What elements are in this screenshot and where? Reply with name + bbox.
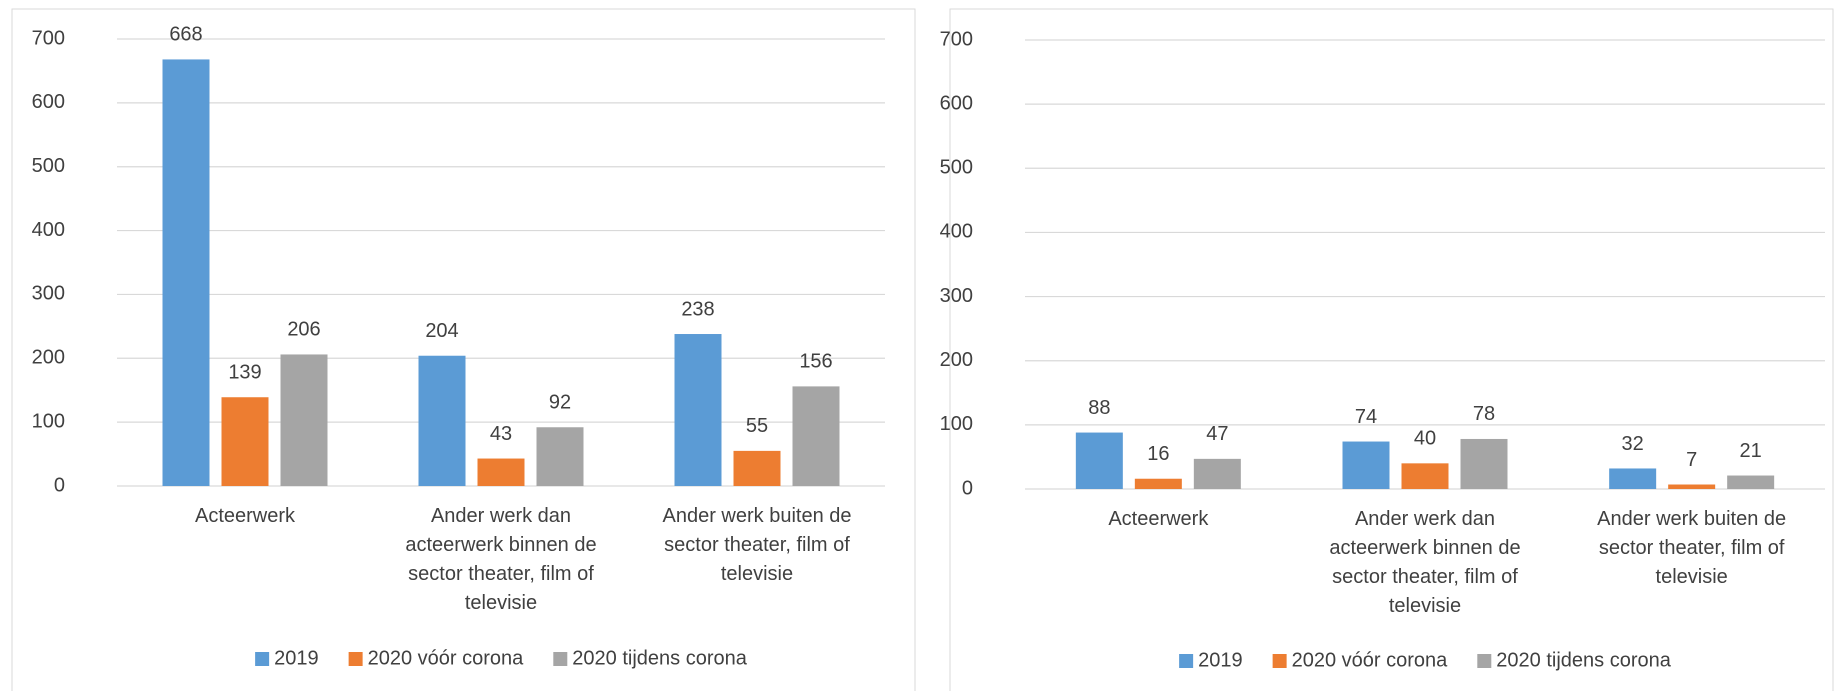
x-tick-label: Ander werk buiten de sector theater, fil…: [1597, 508, 1787, 588]
x-tick-label-box: Ander werk buiten de sector theater, fil…: [662, 505, 852, 585]
bar: [221, 397, 269, 486]
bar: [1075, 432, 1123, 489]
y-tick-label: 700: [940, 28, 973, 50]
x-tick-label-box: Acteerwerk: [1108, 508, 1209, 530]
legend-swatch: [1179, 654, 1194, 668]
x-tick-label-box: Ander werk dan acteerwerk binnen de sect…: [405, 505, 597, 614]
x-tick-label: Acteerwerk: [1108, 508, 1209, 530]
x-tick-label: Acteerwerk: [194, 505, 296, 527]
data-label: 40: [1414, 428, 1436, 450]
x-tick-label: Ander werk dan acteerwerk binnen de sect…: [1329, 508, 1521, 617]
bar: [1609, 468, 1657, 489]
data-label: 206: [287, 319, 320, 341]
bar: [536, 427, 584, 486]
bar: [1342, 441, 1390, 489]
bar: [792, 386, 840, 486]
y-tick-label: 500: [32, 155, 65, 177]
chart-frame: [949, 8, 1834, 691]
bar: [1401, 463, 1449, 489]
y-tick-label: 300: [940, 285, 973, 307]
data-label: 668: [169, 24, 202, 46]
legend: 2019 2020 vóór corona 2020 tijdens corona: [1179, 649, 1672, 671]
y-tick-label: 300: [32, 283, 65, 305]
legend-swatch: [1477, 654, 1492, 668]
x-tick-label: Ander werk buiten de sector theater, fil…: [662, 505, 852, 585]
y-tick-label: 400: [940, 221, 973, 243]
y-tick-label: 200: [32, 347, 65, 369]
y-tick-label: 600: [32, 91, 65, 113]
x-tick-label-box: Acteerwerk: [194, 505, 296, 527]
bar: [418, 355, 466, 486]
data-label: 92: [549, 392, 571, 414]
data-label: 78: [1473, 403, 1495, 425]
bar: [162, 59, 210, 486]
bar: [1193, 458, 1241, 489]
y-tick-label: 0: [54, 474, 65, 496]
y-tick-label: 100: [32, 410, 65, 432]
bar: [1668, 484, 1716, 489]
data-label: 139: [228, 362, 261, 384]
x-tick-label-box: Ander werk buiten de sector theater, fil…: [1597, 508, 1787, 588]
bar: [733, 450, 781, 486]
data-label: 88: [1088, 397, 1110, 419]
data-label: 55: [746, 415, 768, 437]
data-label: 47: [1206, 423, 1228, 445]
y-tick-label: 0: [962, 477, 973, 499]
bar: [1460, 438, 1508, 489]
data-label: 16: [1147, 443, 1169, 465]
data-label: 21: [1740, 440, 1762, 462]
y-tick-label: 200: [940, 349, 973, 371]
data-label: 156: [799, 351, 832, 373]
bar: [280, 354, 328, 486]
legend-label: 2020 vóór corona: [368, 647, 525, 669]
legend-label: 2019: [274, 647, 319, 669]
x-tick-label-box: Ander werk dan acteerwerk binnen de sect…: [1329, 508, 1521, 617]
x-tick-label: Ander werk dan acteerwerk binnen de sect…: [405, 505, 597, 614]
legend-label: 2020 tijdens corona: [1496, 649, 1671, 671]
legend-label: 2020 tijdens corona: [572, 647, 747, 669]
legend-swatch: [255, 652, 270, 666]
bar: [1727, 475, 1775, 489]
chart-frame: [11, 8, 916, 691]
data-label: 74: [1355, 406, 1377, 428]
data-label: 204: [425, 320, 458, 342]
y-tick-label: 600: [940, 92, 973, 114]
bar: [1134, 478, 1182, 489]
bar: [477, 458, 525, 486]
data-label: 238: [681, 298, 714, 320]
data-label: 7: [1686, 449, 1697, 471]
legend-label: 2019: [1198, 649, 1243, 671]
y-tick-label: 100: [940, 413, 973, 435]
legend-swatch: [553, 652, 568, 666]
y-tick-label: 700: [32, 27, 65, 49]
data-label: 32: [1622, 433, 1644, 455]
data-label: 43: [490, 423, 512, 445]
y-tick-label: 400: [32, 219, 65, 241]
y-tick-label: 500: [940, 157, 973, 179]
legend-label: 2020 vóór corona: [1292, 649, 1449, 671]
bar: [674, 334, 722, 486]
legend: 2019 2020 vóór corona 2020 tijdens corona: [255, 647, 748, 669]
legend-swatch: [348, 652, 363, 666]
legend-swatch: [1272, 654, 1287, 668]
